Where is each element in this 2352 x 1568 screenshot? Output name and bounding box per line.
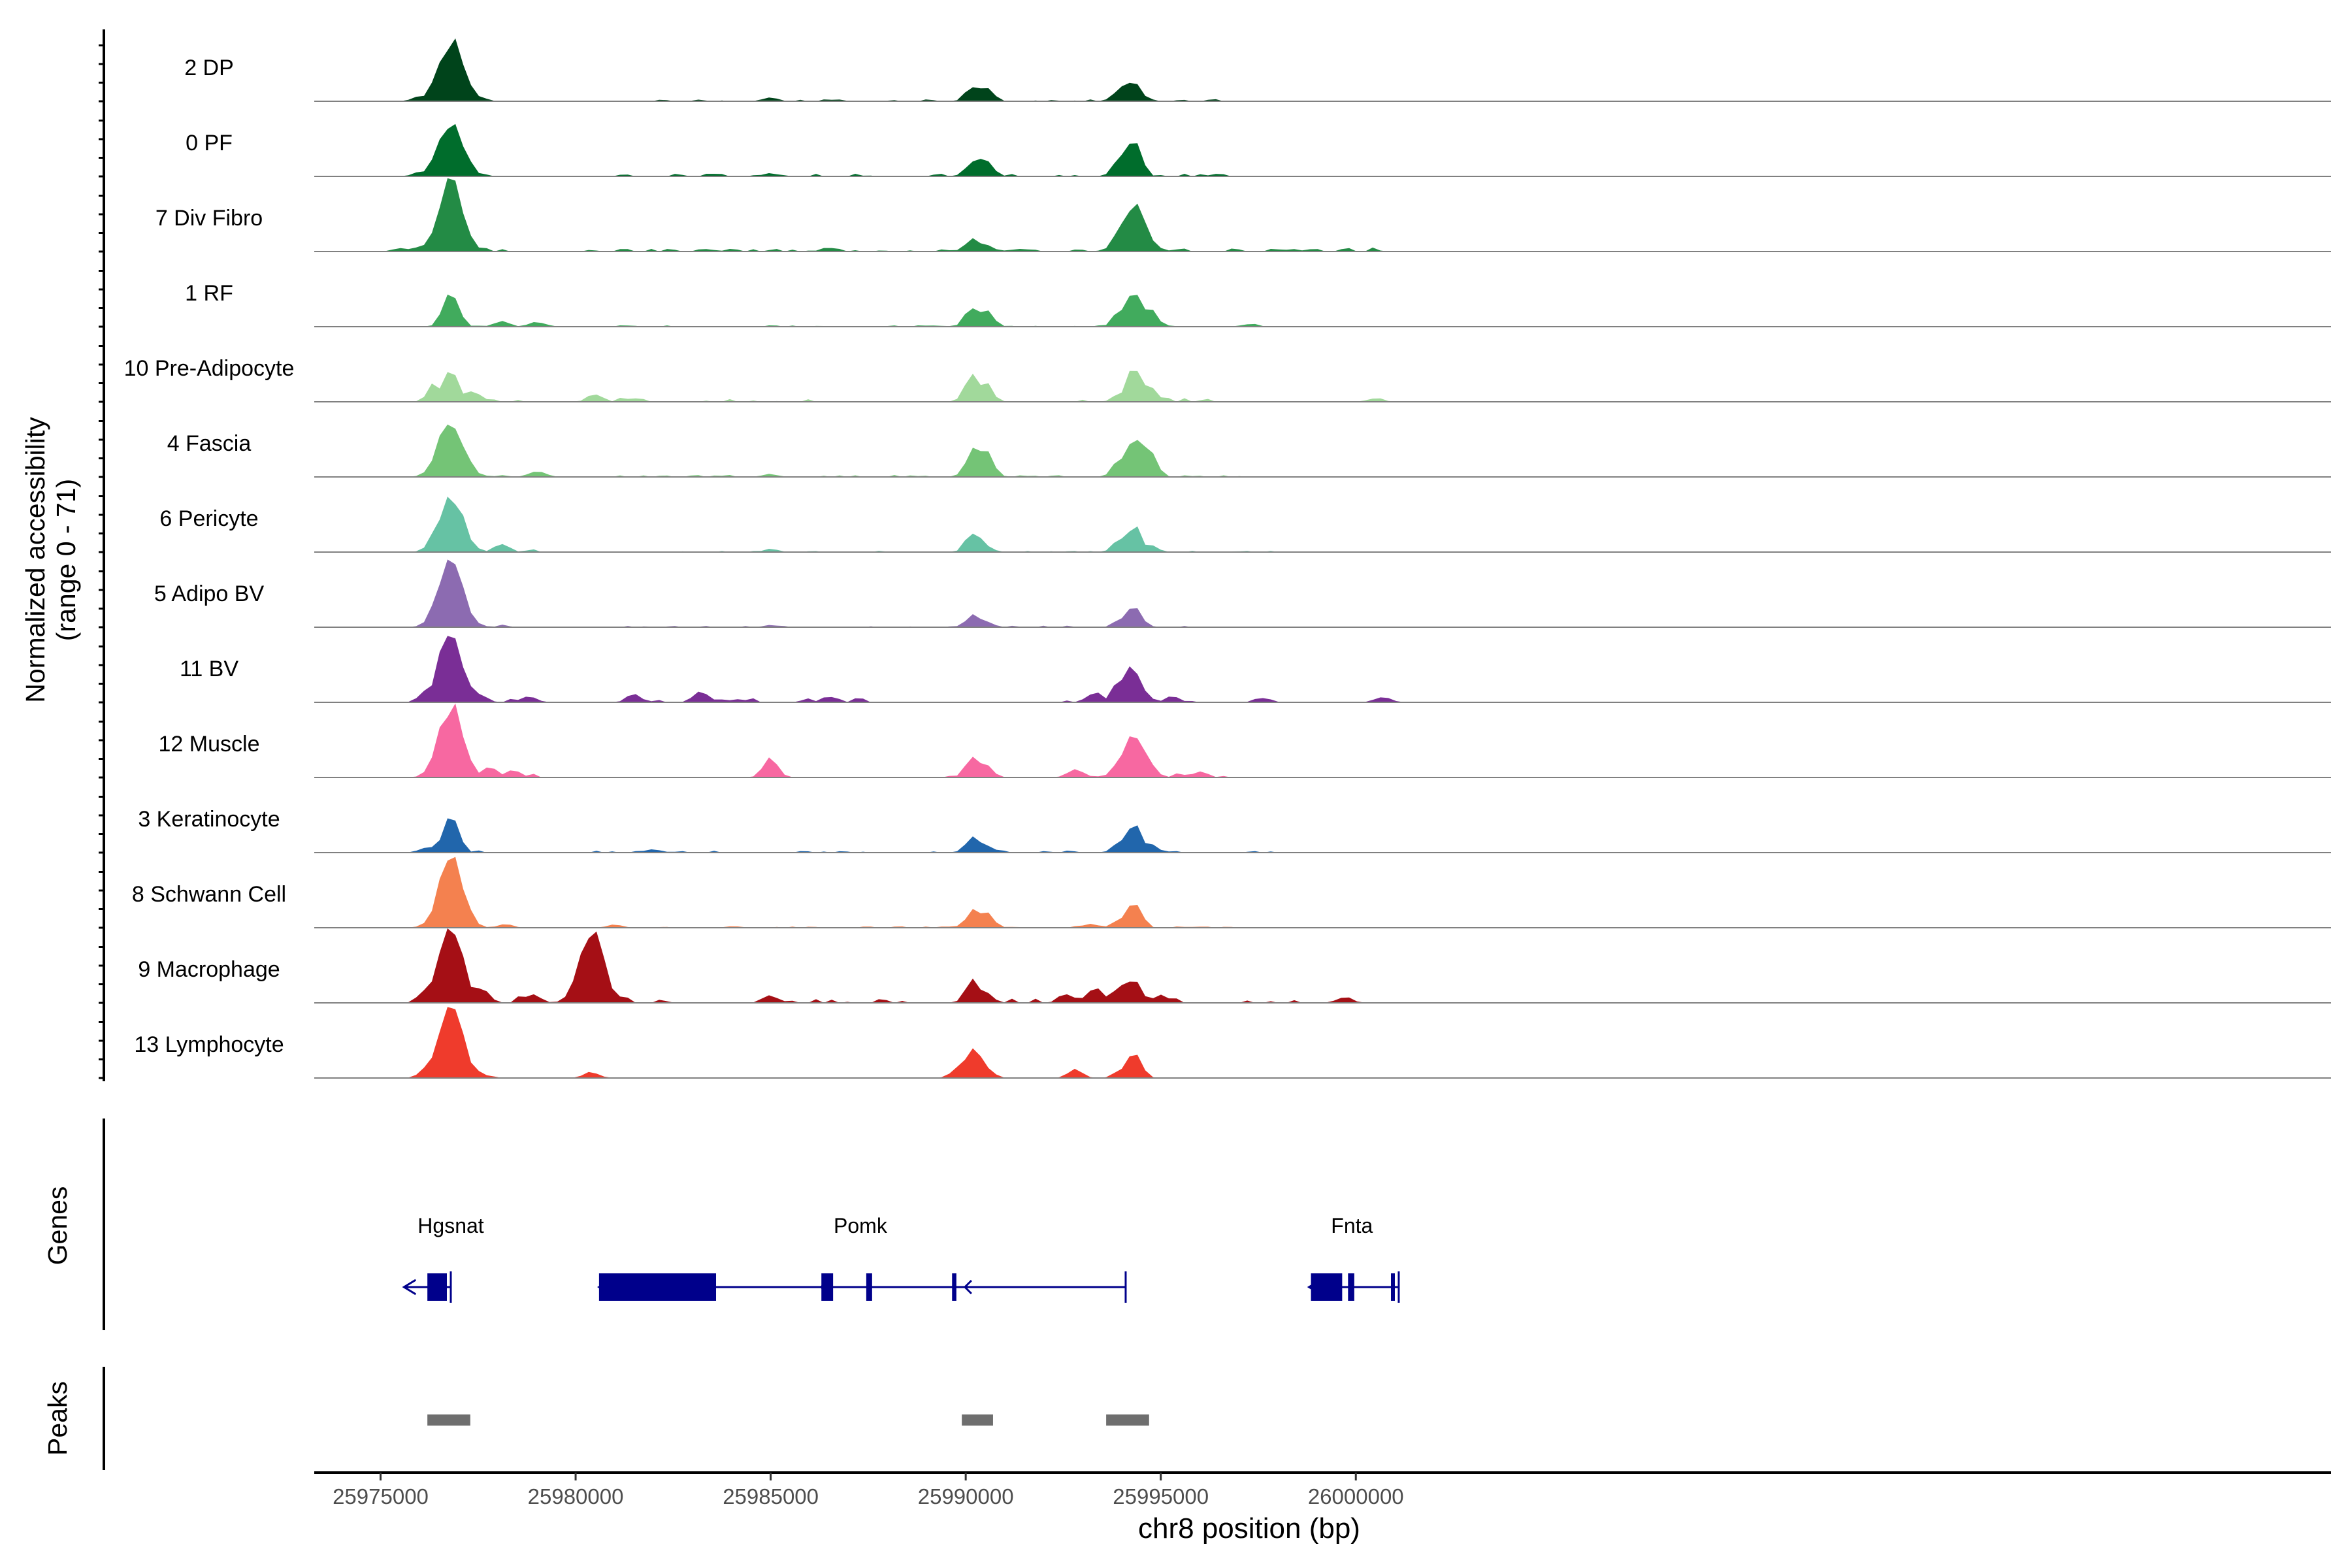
gene-fnta: Fnta <box>1307 1214 1400 1303</box>
coverage-area <box>314 178 2331 252</box>
x-axis-tick-label: 26000000 <box>1308 1484 1404 1509</box>
track-11-bv: 11 BV <box>180 636 2331 703</box>
track-label: 8 Schwann Cell <box>132 882 286 907</box>
peak-regions-track <box>427 1414 1149 1426</box>
track-10-pre-adipocyte: 10 Pre-Adipocyte <box>124 356 2331 402</box>
x-axis-tick-label: 25975000 <box>333 1484 429 1509</box>
track-label: 10 Pre-Adipocyte <box>124 356 295 381</box>
track-label: 5 Adipo BV <box>154 581 265 606</box>
x-axis-tick-label: 25990000 <box>918 1484 1014 1509</box>
track-12-muscle: 12 Muscle <box>159 703 2331 778</box>
track-0-pf: 0 PF <box>186 123 2331 177</box>
gene-exon <box>866 1273 872 1301</box>
track-7-div-fibro: 7 Div Fibro <box>155 178 2331 252</box>
peak-region <box>1106 1414 1149 1426</box>
peak-region <box>427 1414 470 1426</box>
track-label: 6 Pericyte <box>159 506 258 531</box>
gene-label: Hgsnat <box>417 1214 484 1237</box>
coverage-area <box>314 818 2331 853</box>
track-label: 12 Muscle <box>159 732 260 757</box>
gene-exon <box>598 1273 717 1301</box>
y-axis-label: Normalized accessibility <box>20 417 50 703</box>
track-label: 2 DP <box>184 56 234 80</box>
gene-exon <box>427 1273 448 1301</box>
track-label: 0 PF <box>186 131 233 155</box>
genes-panel-label: Genes <box>42 1186 73 1266</box>
track-label: 4 Fascia <box>167 431 252 456</box>
gene-strand-arrow <box>402 1279 417 1296</box>
gene-exon <box>821 1273 834 1301</box>
coverage-area <box>314 38 2331 101</box>
gene-exon <box>1390 1273 1395 1301</box>
coverage-area <box>314 928 2331 1003</box>
peak-region <box>962 1414 993 1426</box>
gene-label: Pomk <box>834 1214 888 1237</box>
x-axis-tick-label: 25985000 <box>723 1484 819 1509</box>
gene-exon <box>1348 1273 1354 1301</box>
track-4-fascia: 4 Fascia <box>167 424 2331 478</box>
track-3-keratinocyte: 3 Keratinocyte <box>138 807 2331 853</box>
coverage-area <box>314 636 2331 702</box>
gene-exon <box>952 1273 956 1301</box>
coverage-area <box>314 370 2331 402</box>
track-label: 7 Div Fibro <box>155 206 263 231</box>
track-label: 1 RF <box>185 281 233 306</box>
coverage-area <box>314 857 2331 928</box>
coverage-area <box>314 703 2331 777</box>
track-8-schwann-cell: 8 Schwann Cell <box>132 857 2331 928</box>
gene-exon <box>1311 1273 1343 1301</box>
track-1-rf: 1 RF <box>185 281 2331 327</box>
coverage-area <box>314 294 2331 327</box>
coverage-area <box>314 497 2331 552</box>
peaks-panel-label: Peaks <box>42 1381 73 1456</box>
coverage-area <box>314 123 2331 176</box>
track-5-adipo-bv: 5 Adipo BV <box>154 559 2331 628</box>
track-label: 3 Keratinocyte <box>138 807 280 832</box>
gene-pomk: Pomk <box>597 1214 1127 1303</box>
coverage-area <box>314 1007 2331 1078</box>
accessibility-tracks: 2 DP 0 PF 7 Div Fibro 1 RF 10 Pre-Adipocyte 4… <box>124 38 2331 1079</box>
x-axis-tick-label: 25995000 <box>1113 1484 1209 1509</box>
x-axis-tick-label: 25980000 <box>528 1484 624 1509</box>
track-6-pericyte: 6 Pericyte <box>159 497 2331 553</box>
track-label: 11 BV <box>180 657 238 681</box>
coverage-area <box>314 424 2331 477</box>
x-axis-label: chr8 position (bp) <box>1138 1512 1360 1544</box>
track-label: 9 Macrophage <box>138 957 280 982</box>
gene-hgsnat: Hgsnat <box>402 1214 484 1303</box>
y-axis-range-label: (range 0 - 71) <box>51 479 81 641</box>
track-label: 13 Lymphocyte <box>134 1032 284 1057</box>
track-9-macrophage: 9 Macrophage <box>138 928 2331 1004</box>
gene-strand-chevron <box>963 1279 972 1295</box>
y-axis <box>99 29 105 1081</box>
coverage-area <box>314 559 2331 627</box>
track-13-lymphocyte: 13 Lymphocyte <box>134 1007 2331 1079</box>
track-2-dp: 2 DP <box>184 38 2331 102</box>
gene-annotation-track: Hgsnat Pomk Fnta <box>402 1214 1400 1303</box>
gene-label: Fnta <box>1331 1214 1373 1237</box>
x-axis: 25975000 25980000 25985000 25990000 25995000… <box>314 1471 2331 1509</box>
